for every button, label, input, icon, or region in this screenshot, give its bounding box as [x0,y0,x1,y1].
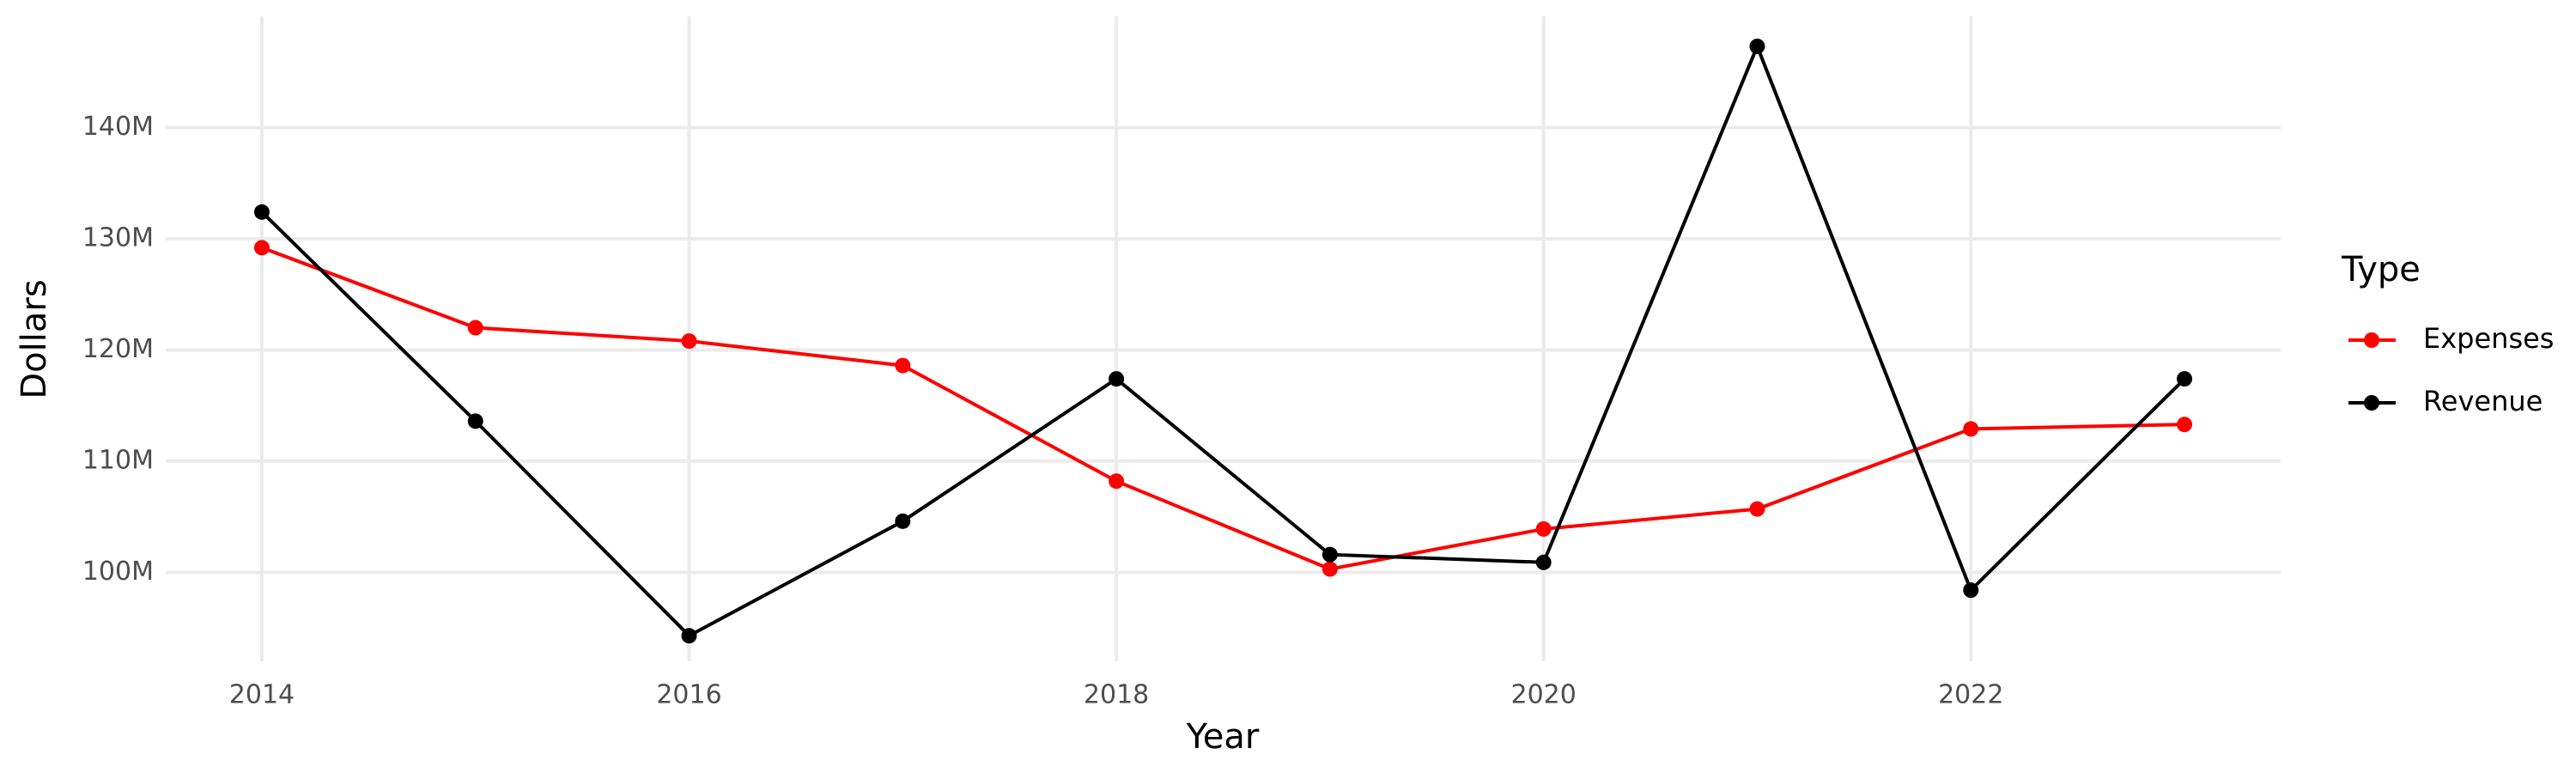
x-tick-label: 2014 [229,680,295,710]
x-axis-title: Year [1186,717,1260,757]
data-point [2177,417,2193,433]
x-tick-label: 2018 [1084,680,1149,710]
plot-area [253,38,2193,644]
data-point [1963,421,1979,437]
series-line [260,41,2186,638]
legend-label: Revenue [2423,385,2543,417]
y-tick-label: 110M [82,445,154,475]
data-point [895,513,911,529]
series-line [261,246,2185,571]
data-point [1749,501,1765,517]
data-point [1749,38,1765,54]
y-axis-title: Dollars [15,279,54,399]
data-point [467,413,483,429]
x-tick-label: 2022 [1938,680,2003,710]
x-tick-label: 2016 [656,680,721,710]
y-tick-label: 140M [82,112,154,142]
data-point [1321,546,1338,563]
legend-title: Type [2341,250,2421,289]
data-point [253,204,270,220]
data-point [1535,520,1552,537]
data-point [467,320,483,336]
data-point [681,333,697,350]
data-point [1109,371,1125,387]
grid [166,16,2281,661]
legend-swatch [2364,395,2379,411]
data-point [681,628,697,644]
data-point [895,357,911,374]
data-point [1321,561,1338,577]
y-tick-label: 120M [82,334,154,364]
data-point [253,240,270,256]
data-point [1109,473,1125,490]
y-tick-label: 100M [82,557,154,587]
data-point [1535,554,1552,570]
data-point [1963,582,1979,599]
data-point [2177,371,2193,387]
legend-label: Expenses [2423,322,2554,355]
x-tick-label: 2020 [1511,680,1577,710]
y-tick-label: 130M [82,222,154,253]
legend-swatch [2364,332,2379,348]
